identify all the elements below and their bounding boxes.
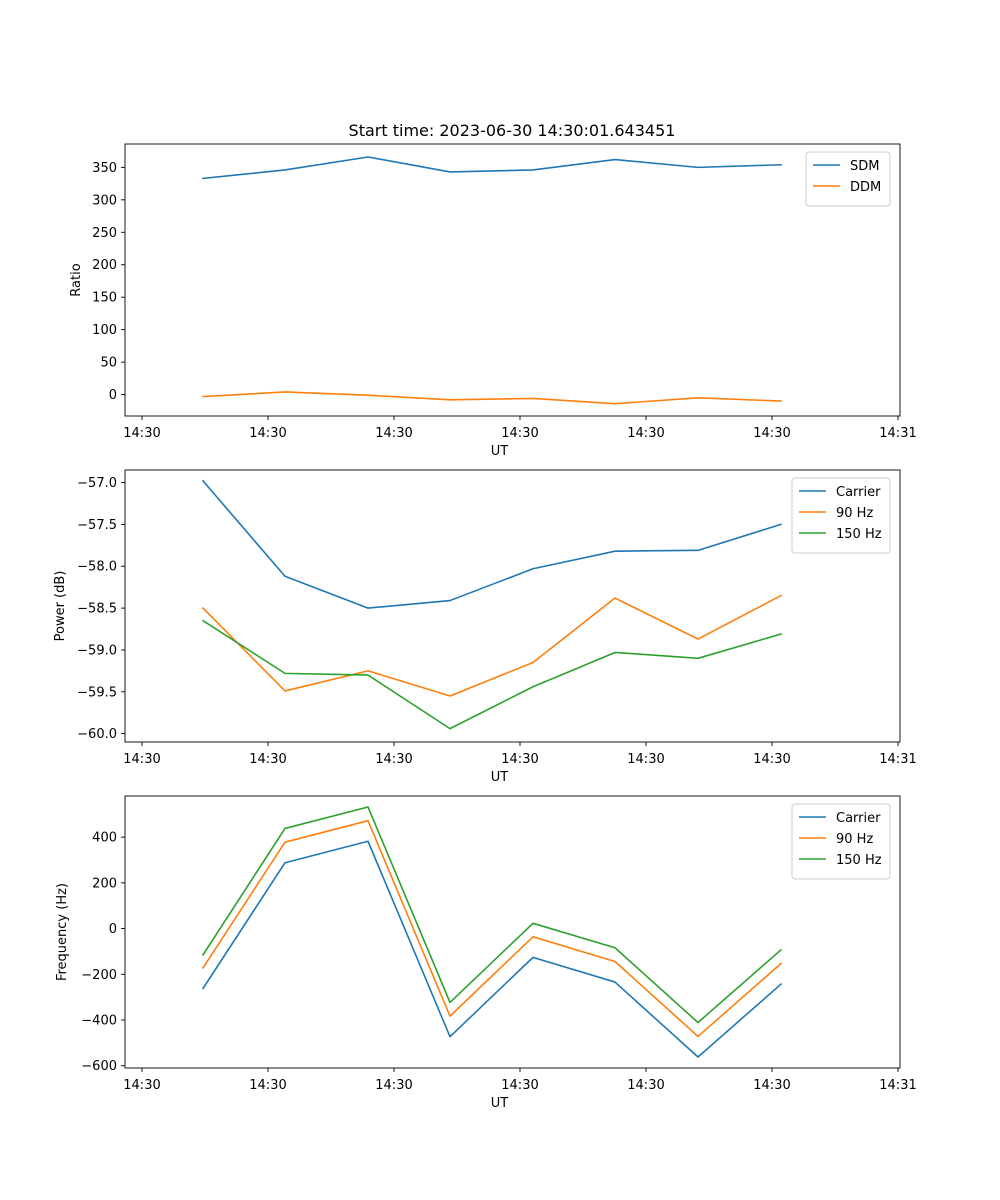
x-tick-label: 14:31 xyxy=(879,426,916,441)
legend-label: Carrier xyxy=(836,811,881,826)
y-tick-label: 0 xyxy=(109,388,117,403)
x-tick-label: 14:30 xyxy=(249,426,286,441)
y-tick-label: −57.0 xyxy=(77,476,117,491)
series-line-90-hz xyxy=(201,819,783,1038)
plot-frame xyxy=(124,143,901,417)
x-tick-label: 14:30 xyxy=(627,752,664,767)
x-tick-label: 14:30 xyxy=(501,1078,538,1093)
y-tick-label: −59.5 xyxy=(77,685,117,700)
y-axis-label: Power (dB) xyxy=(53,571,68,642)
series-line-150-hz xyxy=(201,619,782,730)
x-tick-label: 14:30 xyxy=(375,1078,412,1093)
x-tick-label: 14:30 xyxy=(753,752,790,767)
y-tick-label: −58.0 xyxy=(77,560,117,575)
x-axis-label: UT xyxy=(491,1096,509,1111)
x-tick-label: 14:30 xyxy=(501,752,538,767)
series-line-sdm xyxy=(202,156,782,180)
y-tick-label: −600 xyxy=(81,1059,117,1074)
series-line-90-hz xyxy=(201,594,783,697)
y-tick-label: −60.0 xyxy=(77,727,117,742)
figure-title: Start time: 2023-06-30 14:30:01.643451 xyxy=(349,121,676,140)
x-tick-label: 14:30 xyxy=(627,426,664,441)
y-tick-label: −200 xyxy=(81,968,117,983)
y-tick-label: 250 xyxy=(92,226,117,241)
x-tick-label: 14:30 xyxy=(753,426,790,441)
y-tick-label: −57.5 xyxy=(77,518,117,533)
y-axis-label: Frequency (Hz) xyxy=(55,883,70,981)
y-tick-label: 0 xyxy=(109,922,117,937)
legend-label: 90 Hz xyxy=(836,506,873,521)
plot-frame xyxy=(124,469,901,743)
x-tick-label: 14:30 xyxy=(375,752,412,767)
legend-label: 150 Hz xyxy=(836,853,882,868)
x-tick-label: 14:31 xyxy=(879,1078,916,1093)
y-tick-label: −58.5 xyxy=(77,602,117,617)
legend-label: 150 Hz xyxy=(836,527,882,542)
chart-panel-1: 14:30 14:30 14:30 14:30 14:30 14:30 14:31 0 50 10… xyxy=(69,143,917,459)
y-tick-label: −59.0 xyxy=(77,643,117,658)
x-axis-label: UT xyxy=(491,444,509,459)
y-tick-label: −400 xyxy=(81,1014,117,1029)
y-tick-label: 200 xyxy=(92,258,117,273)
legend: SDM DDM xyxy=(805,151,891,207)
y-axis-label: Ratio xyxy=(69,263,84,296)
legend-label: Carrier xyxy=(836,485,881,500)
series-line-150-hz xyxy=(201,806,783,1024)
legend-label: SDM xyxy=(850,159,879,174)
y-tick-label: 400 xyxy=(92,831,117,846)
y-tick-label: 100 xyxy=(92,323,117,338)
legend-label: DDM xyxy=(850,180,881,195)
series-line-carrier xyxy=(201,840,783,1058)
y-tick-label: 350 xyxy=(92,161,117,176)
legend: Carrier 90 Hz 150 Hz xyxy=(791,803,891,880)
x-tick-label: 14:31 xyxy=(879,752,916,767)
x-axis-label: UT xyxy=(491,770,509,785)
series-line-ddm xyxy=(202,391,782,405)
series-line-carrier xyxy=(201,479,783,609)
x-tick-label: 14:30 xyxy=(123,426,160,441)
y-tick-label: 50 xyxy=(100,356,117,371)
x-tick-label: 14:30 xyxy=(249,752,286,767)
plot-frame xyxy=(124,795,901,1069)
chart-panel-2: 14:30 14:30 14:30 14:30 14:30 14:30 14:31 −60.0… xyxy=(53,469,917,785)
x-tick-label: 14:30 xyxy=(627,1078,664,1093)
y-tick-label: 200 xyxy=(92,876,117,891)
x-tick-label: 14:30 xyxy=(501,426,538,441)
chart-panel-3: 14:30 14:30 14:30 14:30 14:30 14:30 14:31 −600 −… xyxy=(55,795,917,1111)
x-tick-label: 14:30 xyxy=(753,1078,790,1093)
x-tick-label: 14:30 xyxy=(123,752,160,767)
y-tick-label: 150 xyxy=(92,291,117,306)
legend-box xyxy=(791,477,891,554)
legend-label: 90 Hz xyxy=(836,832,873,847)
x-tick-label: 14:30 xyxy=(249,1078,286,1093)
chart-panels: 14:30 14:30 14:30 14:30 14:30 14:30 14:31 0 50 10… xyxy=(53,143,917,1111)
legend: Carrier 90 Hz 150 Hz xyxy=(791,477,891,554)
y-tick-label: 300 xyxy=(92,193,117,208)
x-tick-label: 14:30 xyxy=(375,426,412,441)
x-tick-label: 14:30 xyxy=(123,1078,160,1093)
legend-box xyxy=(791,803,891,880)
